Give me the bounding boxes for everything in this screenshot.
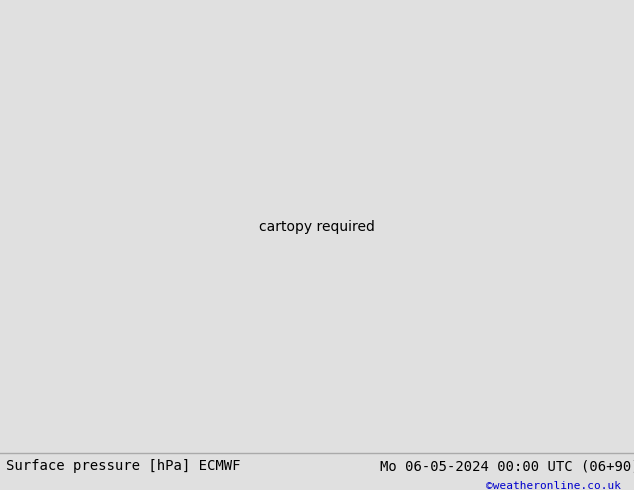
Text: Surface pressure [hPa] ECMWF: Surface pressure [hPa] ECMWF	[6, 459, 241, 473]
Text: ©weatheronline.co.uk: ©weatheronline.co.uk	[486, 481, 621, 490]
Text: Mo 06-05-2024 00:00 UTC (06+90): Mo 06-05-2024 00:00 UTC (06+90)	[380, 459, 634, 473]
Text: cartopy required: cartopy required	[259, 220, 375, 234]
